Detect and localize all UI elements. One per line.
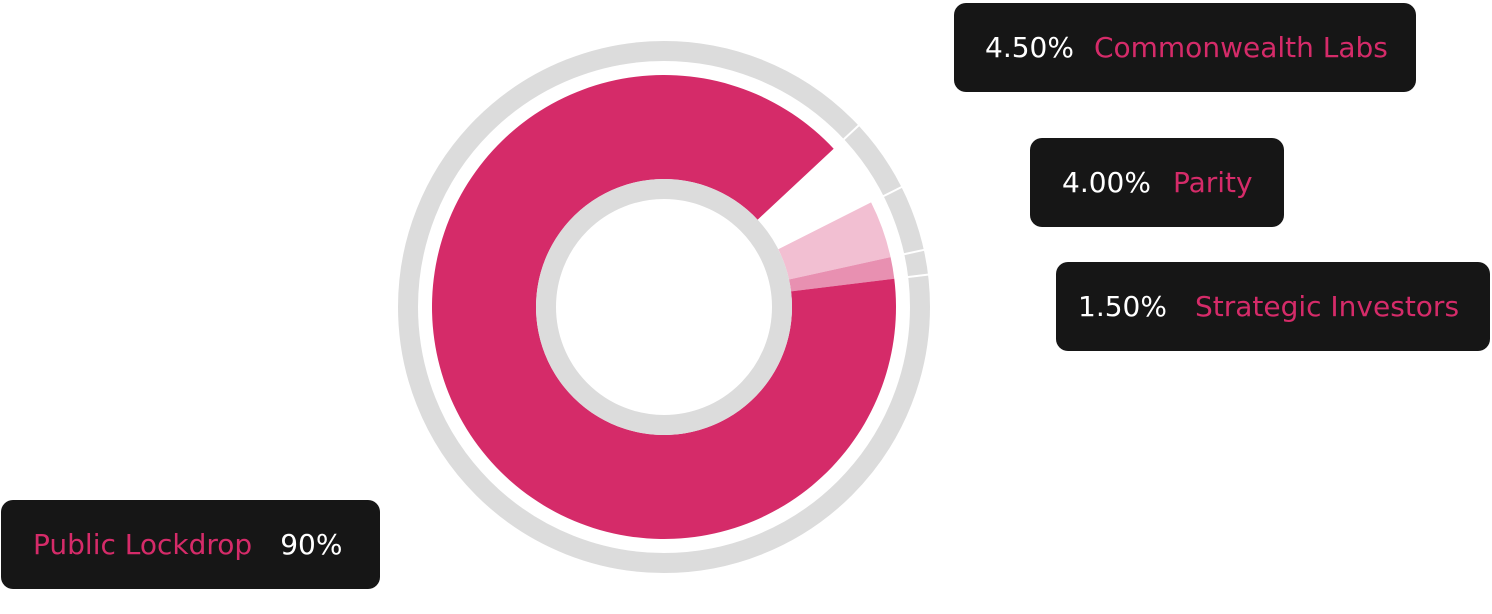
commonwealth-labs-label: Commonwealth Labs — [1093, 31, 1388, 64]
ring-tick-2 — [903, 248, 925, 256]
commonwealth-labs-percent: 4.50% — [985, 31, 1074, 64]
legend-parity: 4.00% Parity — [1030, 138, 1284, 227]
public-lockdrop-percent: 90% — [280, 528, 343, 561]
legend-strategic-investors: 1.50% Strategic Investors — [1056, 262, 1490, 351]
public-lockdrop-label: Public Lockdrop — [33, 528, 253, 561]
ring-tick-1 — [882, 185, 903, 198]
legend-public-lockdrop: Public Lockdrop 90% — [1, 500, 380, 589]
ring-tick-3 — [907, 273, 930, 279]
parity-percent: 4.00% — [1062, 166, 1151, 199]
slice-commonwealth-labs — [757, 148, 872, 250]
slice-strategic-investors — [789, 257, 895, 292]
parity-label: Parity — [1172, 166, 1253, 199]
slice-parity — [778, 202, 891, 280]
strategic-investors-label: Strategic Investors — [1194, 290, 1460, 323]
slice-public-lockdrop — [431, 74, 896, 539]
ring-tick-0 — [842, 124, 860, 141]
inner-ring — [536, 179, 792, 435]
strategic-investors-percent: 1.50% — [1078, 290, 1167, 323]
legend-commonwealth-labs: 4.50% Commonwealth Labs — [954, 3, 1416, 92]
outer-ring — [398, 41, 930, 573]
